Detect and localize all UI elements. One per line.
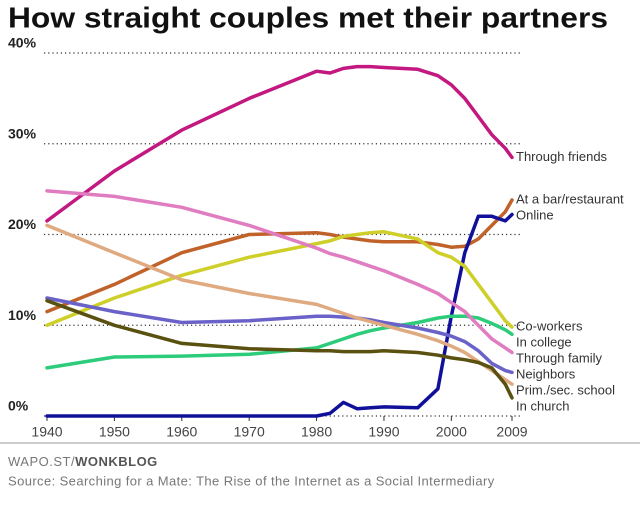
series-line	[45, 64, 514, 223]
y-tick-label: 40%	[8, 35, 37, 51]
x-tick-label: 1960	[166, 424, 197, 440]
x-tick-label: 1980	[301, 424, 332, 440]
x-tick-label: 1970	[234, 424, 265, 440]
series-label: Through friends	[516, 149, 608, 164]
credit-blog: WONKBLOG	[75, 454, 158, 469]
x-tick-label: 2009	[496, 424, 527, 440]
x-tick-label: 2000	[436, 424, 467, 440]
chart-title: How straight couples met their partners	[8, 3, 608, 35]
y-tick-label: 10%	[8, 307, 37, 323]
series-line	[45, 314, 514, 370]
series-label: In college	[516, 335, 572, 350]
series-line	[45, 198, 514, 314]
series-line	[45, 212, 514, 418]
series-label: Prim./sec. school	[516, 383, 615, 398]
series-line	[45, 296, 514, 375]
series-line	[45, 189, 514, 355]
x-tick-label: 1940	[31, 424, 62, 440]
credit: WAPO.ST/WONKBLOG	[8, 454, 158, 469]
series-label: Through family	[516, 351, 602, 366]
y-tick-label: 20%	[8, 216, 37, 232]
series-label: In church	[516, 399, 569, 414]
series-label: Co-workers	[516, 319, 583, 334]
series-line	[45, 298, 514, 400]
series-label: Online	[516, 207, 554, 222]
x-tick-label: 1950	[99, 424, 130, 440]
y-tick-label: 30%	[8, 125, 37, 141]
x-tick-label: 1990	[368, 424, 399, 440]
credit-site: WAPO.ST/	[8, 454, 75, 469]
series-line	[45, 230, 514, 329]
source: Source: Searching for a Mate: The Rise o…	[8, 473, 495, 488]
series-label: Neighbors	[516, 367, 576, 382]
series-label: At a bar/restaurant	[516, 191, 624, 206]
y-tick-label: 0%	[8, 398, 29, 414]
